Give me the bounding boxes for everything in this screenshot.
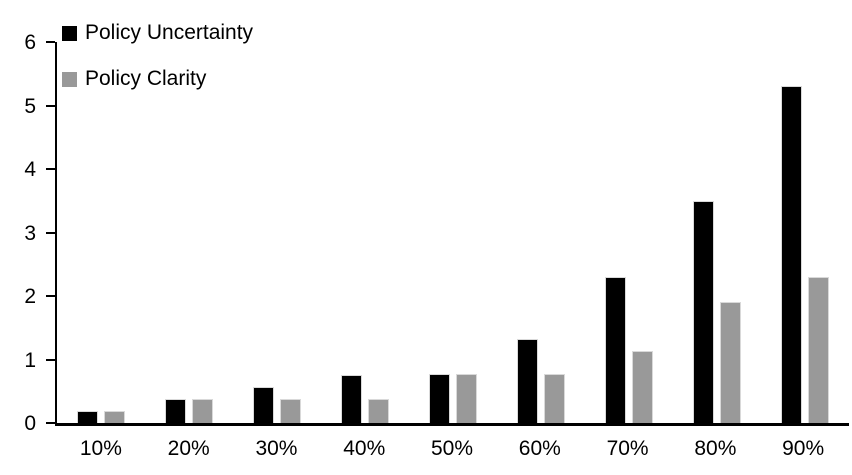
- bar-group-70%: [585, 42, 673, 423]
- x-tick-label-10%: 10%: [79, 437, 122, 460]
- legend-label-policy-uncertainty: Policy Uncertainty: [85, 21, 254, 44]
- bar-policy-uncertainty-60%: [517, 338, 538, 423]
- x-tick-label-20%: 20%: [167, 437, 210, 460]
- bar-group-40%: [321, 42, 409, 423]
- y-tick-label-4: 4: [24, 158, 36, 181]
- legend: Policy Uncertainty Policy Clarity: [62, 20, 253, 112]
- y-tick-mark-6: [46, 41, 55, 43]
- bar-policy-uncertainty-20%: [165, 398, 186, 423]
- plot-area: [55, 42, 849, 426]
- bar-group-60%: [497, 42, 585, 423]
- bar-policy-uncertainty-70%: [605, 276, 626, 423]
- bar-group-50%: [409, 42, 497, 423]
- x-tick-label-90%: 90%: [782, 437, 825, 460]
- y-tick-label-3: 3: [24, 221, 36, 245]
- y-tick-mark-4: [46, 168, 55, 170]
- x-tick-label-60%: 60%: [518, 437, 561, 460]
- x-tick-label-30%: 30%: [255, 437, 298, 460]
- bar-policy-uncertainty-10%: [77, 410, 98, 423]
- y-tick-mark-2: [46, 295, 55, 297]
- bar-policy-clarity-60%: [544, 374, 565, 423]
- bar-policy-clarity-20%: [192, 398, 213, 423]
- bar-policy-clarity-40%: [368, 398, 389, 423]
- legend-swatch-policy-clarity-icon: [62, 71, 77, 87]
- bar-policy-clarity-90%: [808, 276, 829, 423]
- bars-row: [57, 42, 849, 423]
- y-tick-mark-0: [46, 422, 55, 424]
- x-tick-label-70%: 70%: [606, 437, 649, 460]
- y-tick-label-1: 1: [24, 348, 36, 372]
- bar-policy-clarity-50%: [456, 374, 477, 423]
- bar-policy-clarity-10%: [104, 410, 125, 423]
- y-tick-mark-1: [46, 358, 55, 361]
- x-axis: 10% 20% 30% 40% 50% 60% 70% 80% 90%: [57, 437, 847, 461]
- bar-policy-uncertainty-80%: [693, 200, 714, 423]
- x-tick-label-80%: 80%: [694, 437, 737, 460]
- bar-policy-clarity-30%: [280, 398, 301, 423]
- y-tick-label-0: 0: [24, 412, 36, 435]
- legend-item-policy-uncertainty: Policy Uncertainty: [62, 20, 253, 46]
- bar-policy-clarity-70%: [632, 351, 653, 423]
- x-tick-label-50%: 50%: [431, 437, 474, 460]
- bar-policy-uncertainty-30%: [253, 386, 274, 423]
- bar-group-20%: [145, 42, 233, 423]
- x-tick-label-40%: 40%: [343, 437, 386, 460]
- y-tick-mark-5: [46, 104, 55, 107]
- bar-group-30%: [233, 42, 321, 423]
- y-tick-mark-3: [46, 231, 55, 234]
- legend-label-policy-clarity: Policy Clarity: [85, 67, 207, 90]
- legend-item-policy-clarity: Policy Clarity: [62, 66, 253, 92]
- legend-swatch-policy-uncertainty-icon: [62, 25, 77, 41]
- bar-group-90%: [761, 42, 849, 423]
- bar-policy-uncertainty-40%: [341, 374, 362, 423]
- bar-group-10%: [57, 42, 145, 423]
- bar-policy-clarity-80%: [720, 302, 741, 423]
- y-tick-label-5: 5: [24, 94, 36, 118]
- bar-group-80%: [673, 42, 761, 423]
- bar-policy-uncertainty-50%: [429, 374, 450, 423]
- y-tick-label-2: 2: [24, 285, 36, 308]
- bar-policy-uncertainty-90%: [781, 86, 802, 423]
- y-tick-label-6: 6: [24, 31, 36, 54]
